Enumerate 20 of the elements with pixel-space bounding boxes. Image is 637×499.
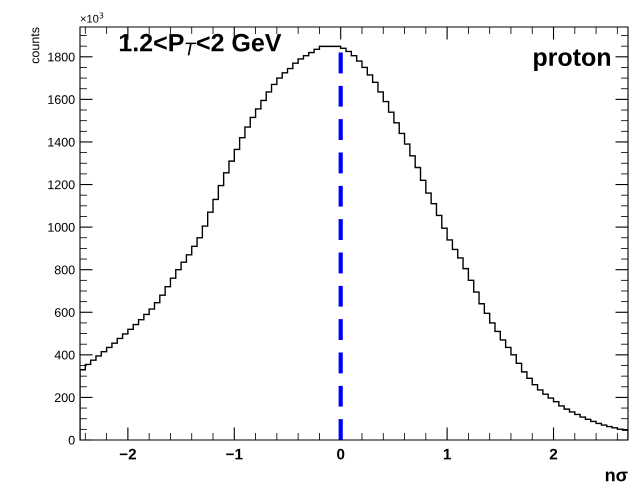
y-tick-label: 800 (54, 265, 75, 274)
y-tick-label: 0 (68, 436, 75, 445)
y-tick-label: 1000 (48, 222, 75, 232)
y-tick-label: 1400 (48, 138, 75, 147)
x-tick-label: 0 (337, 448, 344, 460)
x-tick-label: 2 (550, 448, 558, 460)
y-tick-label: 200 (54, 393, 75, 402)
text: ×10$^{3}$ (80, 12, 104, 23)
x-tick-label: −2 (120, 448, 136, 460)
annotation: proton (534, 49, 610, 71)
x-tick-label: −1 (226, 448, 243, 460)
y-tick-label: 1800 (48, 52, 75, 62)
y-tick-label: 600 (54, 308, 75, 317)
y-tick-label: 400 (54, 350, 75, 360)
annotation: 1.2<P$_{T}$<2 GeV (120, 34, 282, 56)
y-tick-label: 1600 (48, 95, 75, 104)
y-tick-label: 1200 (48, 180, 75, 190)
x-axis-title: nσ (606, 471, 628, 482)
x-tick-label: 1 (444, 448, 451, 460)
y-axis-title: counts (31, 27, 40, 64)
